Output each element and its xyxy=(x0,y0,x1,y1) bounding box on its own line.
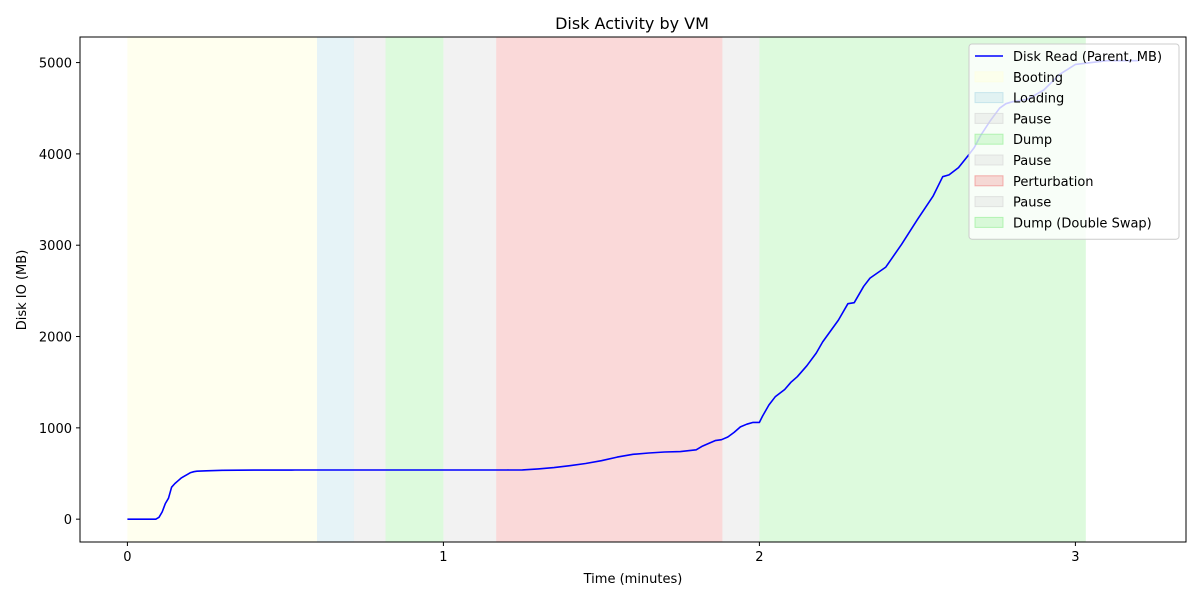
y-tick-label-5: 5000 xyxy=(39,57,72,72)
legend-box xyxy=(968,43,1180,240)
legend-label-7: Pause xyxy=(1013,196,1051,211)
legend-label-8: Dump (Double Swap) xyxy=(1013,216,1152,231)
legend-swatch-2 xyxy=(974,92,1004,104)
series-lines xyxy=(127,59,1139,521)
x-axis-ticks: 0 1 2 3 xyxy=(123,542,1080,565)
legend-label-1: Booting xyxy=(1013,71,1063,86)
legend-swatch-3 xyxy=(974,112,1004,124)
phase-span-0 xyxy=(127,37,318,542)
y-tick-label-4: 4000 xyxy=(39,148,72,163)
legend-label-0: Disk Read (Parent, MB) xyxy=(1013,50,1162,65)
legend-label-4: Dump xyxy=(1013,133,1052,148)
legend-label-2: Loading xyxy=(1013,92,1064,107)
phase-span-3 xyxy=(385,37,444,542)
legend-swatch-8 xyxy=(974,216,1004,228)
phase-span-4 xyxy=(443,37,497,542)
phase-span-2 xyxy=(353,37,386,542)
x-tick-label-3: 3 xyxy=(1071,550,1079,565)
x-tick-label-1: 1 xyxy=(439,550,447,565)
y-tick-label-0: 0 xyxy=(64,513,72,528)
series-line-0 xyxy=(127,59,1139,521)
y-tick-label-2: 2000 xyxy=(39,331,72,346)
phase-span-5 xyxy=(496,37,723,542)
y-axis-label: Disk IO (MB) xyxy=(15,250,30,331)
legend-swatch-1 xyxy=(974,71,1004,83)
legend-swatch-5 xyxy=(974,154,1004,166)
legend-label-5: Pause xyxy=(1013,154,1051,169)
phase-span-1 xyxy=(317,37,354,542)
legend-label-6: Perturbation xyxy=(1013,175,1094,190)
legend-label-3: Pause xyxy=(1013,112,1051,127)
x-tick-label-0: 0 xyxy=(123,550,131,565)
y-axis-ticks: 0 1000 2000 3000 4000 5000 xyxy=(39,57,80,528)
plot-frame xyxy=(79,36,1187,543)
legend-swatch-6 xyxy=(974,175,1004,187)
y-tick-label-1: 1000 xyxy=(39,422,72,437)
phase-spans xyxy=(127,37,1086,542)
x-axis-label: Time (minutes) xyxy=(583,572,683,587)
y-tick-label-3: 3000 xyxy=(39,239,72,254)
legend-swatch-7 xyxy=(974,196,1004,208)
x-tick-label-2: 2 xyxy=(755,550,763,565)
chart-title: Disk Activity by VM xyxy=(555,14,709,33)
phase-span-6 xyxy=(722,37,760,542)
chart-legend: Disk Read (Parent, MB) Booting Loading Paus… xyxy=(968,43,1180,240)
legend-swatch-4 xyxy=(974,133,1004,145)
